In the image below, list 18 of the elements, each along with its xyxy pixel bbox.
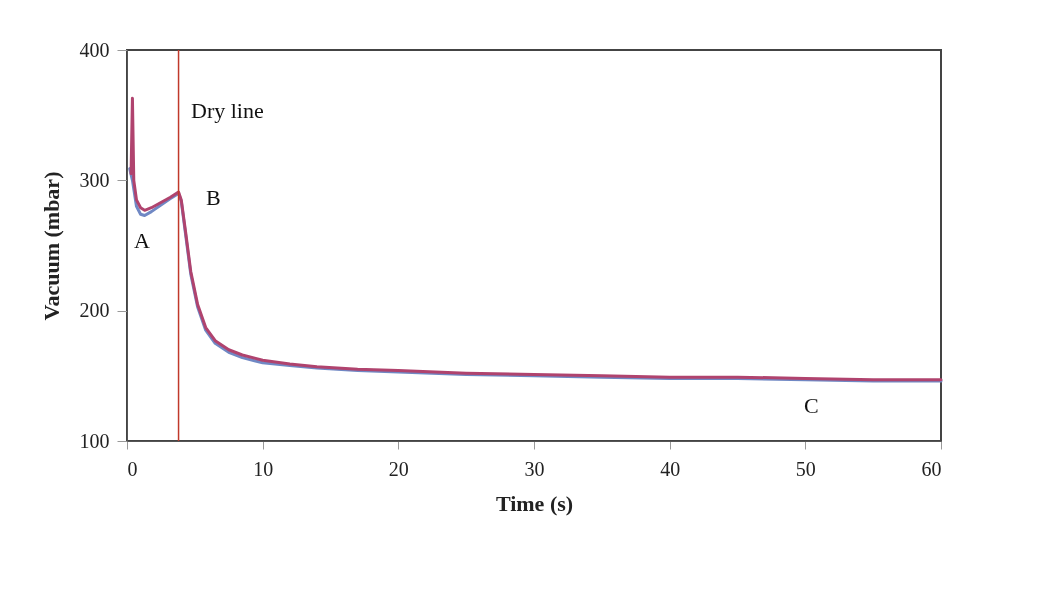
y-tick-label: 200 xyxy=(79,299,110,322)
annotation: Dry line xyxy=(191,98,264,123)
x-tick-label: 0 xyxy=(127,457,138,480)
y-tick-label: 100 xyxy=(79,429,110,452)
x-axis-title: Time (s) xyxy=(495,490,574,516)
annotation: B xyxy=(206,185,221,210)
x-tick-label: 30 xyxy=(524,457,545,480)
line-series xyxy=(129,96,943,382)
x-tick-label: 10 xyxy=(253,457,274,480)
y-tick-label: 300 xyxy=(79,168,110,191)
annotation: C xyxy=(804,393,819,418)
x-tick-label: 40 xyxy=(660,457,681,480)
x-tick-label: 20 xyxy=(388,457,409,480)
y-axis-title: Vacuum (mbar) xyxy=(38,171,64,321)
x-tick-label: 50 xyxy=(795,457,816,480)
x-tick-label: 60 xyxy=(921,457,942,480)
y-tick-label: 400 xyxy=(79,38,110,61)
annotation: A xyxy=(134,228,150,253)
